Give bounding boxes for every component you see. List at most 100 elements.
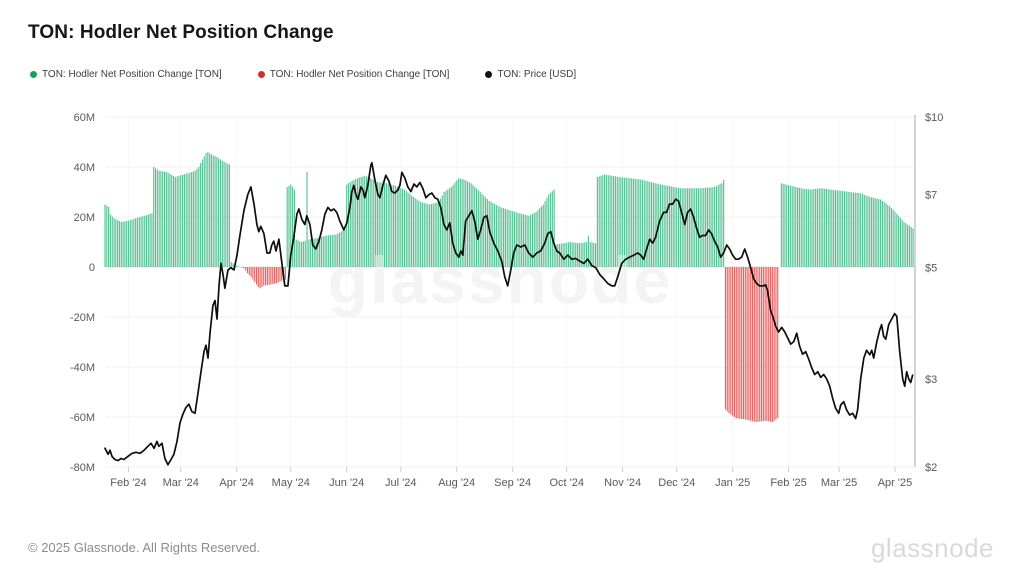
net-position-bar xyxy=(703,187,705,267)
net-position-bar xyxy=(580,242,582,267)
net-position-bar xyxy=(275,267,277,284)
net-position-bar xyxy=(708,187,710,267)
copyright-text: © 2025 Glassnode. All Rights Reserved. xyxy=(28,540,261,555)
net-position-bar xyxy=(724,267,727,410)
net-position-bar xyxy=(627,178,629,267)
legend-item-hodler-negative[interactable]: TON: Hodler Net Position Change [TON] xyxy=(257,69,449,80)
net-position-bar xyxy=(364,175,366,267)
net-position-bar xyxy=(692,188,694,267)
net-position-bar xyxy=(485,197,487,267)
net-position-bar xyxy=(798,187,800,267)
net-position-bar xyxy=(849,192,851,267)
net-position-bar xyxy=(732,267,734,416)
net-position-bar xyxy=(656,183,658,267)
net-position-bar xyxy=(602,175,604,268)
net-position-bar xyxy=(816,188,819,267)
net-position-bar xyxy=(793,186,795,267)
net-position-bar xyxy=(571,242,573,267)
net-position-bar xyxy=(824,188,826,267)
net-position-bar xyxy=(147,214,149,267)
net-position-bar xyxy=(733,267,736,417)
black-dot-icon xyxy=(485,71,493,78)
net-position-bar xyxy=(129,220,131,268)
net-position-bar xyxy=(766,267,768,422)
net-position-bar xyxy=(881,200,883,267)
net-position-bar xyxy=(194,170,196,267)
net-position-bar xyxy=(910,227,912,267)
net-position-bar xyxy=(486,199,488,267)
net-position-bar xyxy=(423,203,425,267)
net-position-bar xyxy=(726,267,728,412)
net-position-bar xyxy=(144,215,146,267)
net-position-bar xyxy=(281,267,283,281)
net-position-bar xyxy=(688,188,690,267)
x-tick-label: Mar '25 xyxy=(821,477,857,489)
net-position-bar xyxy=(396,186,398,267)
net-position-bar xyxy=(151,213,153,267)
net-position-bar xyxy=(391,184,393,267)
net-position-bar xyxy=(730,267,732,415)
net-position-bar xyxy=(863,194,865,267)
net-position-bar xyxy=(586,242,588,267)
net-position-bar xyxy=(346,184,348,267)
net-position-bar xyxy=(524,214,526,267)
y-left-tick-label: 0 xyxy=(89,262,95,274)
net-position-bar xyxy=(236,265,238,267)
net-position-bar xyxy=(414,198,416,267)
net-position-bar xyxy=(825,189,828,267)
net-position-bar xyxy=(288,185,290,267)
net-position-bar xyxy=(335,234,337,267)
net-position-bar xyxy=(198,167,200,267)
legend-item-price[interactable]: TON: Price [USD] xyxy=(485,69,576,80)
net-position-bar xyxy=(623,177,626,268)
net-position-bar xyxy=(566,242,568,268)
net-position-bar xyxy=(528,215,530,267)
net-position-bar xyxy=(459,178,461,267)
net-position-bar xyxy=(326,235,328,267)
net-position-bar xyxy=(376,182,378,267)
net-position-bar xyxy=(472,185,474,267)
net-position-bar xyxy=(546,197,548,267)
net-position-bar xyxy=(903,222,905,267)
net-position-bar xyxy=(106,205,108,267)
net-position-bar xyxy=(551,191,553,267)
net-position-bar xyxy=(162,171,164,268)
net-position-bar xyxy=(598,176,600,268)
x-tick-label: Sep '24 xyxy=(494,477,531,489)
net-position-bar xyxy=(167,173,169,267)
net-position-bar xyxy=(432,203,434,267)
net-position-bar xyxy=(593,242,595,267)
y-left-tick-label: 60M xyxy=(74,112,95,124)
net-position-bar xyxy=(865,195,867,267)
net-position-bar xyxy=(108,207,110,267)
net-position-bar xyxy=(212,155,214,267)
net-position-bar xyxy=(542,204,544,267)
net-position-bar xyxy=(284,267,286,280)
net-position-bar xyxy=(117,220,119,268)
net-position-bar xyxy=(661,184,663,267)
net-position-bar xyxy=(811,189,813,267)
net-position-bar xyxy=(544,201,546,267)
net-position-bar xyxy=(706,187,708,268)
net-position-bar xyxy=(634,178,636,268)
net-position-bar xyxy=(131,219,133,267)
net-position-bar xyxy=(297,240,299,267)
net-position-bar xyxy=(409,194,411,267)
net-position-bar xyxy=(273,267,276,284)
legend-item-hodler-positive[interactable]: TON: Hodler Net Position Change [TON] xyxy=(30,69,222,80)
net-position-bar xyxy=(142,216,144,267)
net-position-bar xyxy=(506,209,508,267)
net-position-bar xyxy=(454,182,456,268)
x-tick-label: Dec '24 xyxy=(658,477,695,489)
net-position-bar xyxy=(427,204,429,267)
net-position-bar xyxy=(466,181,469,268)
net-position-bar xyxy=(595,243,597,267)
net-position-bar xyxy=(328,235,330,267)
net-position-bar xyxy=(118,221,121,267)
net-position-bar xyxy=(272,267,274,285)
net-position-bar xyxy=(899,217,901,267)
net-position-bar xyxy=(876,198,878,267)
net-position-bar xyxy=(320,236,323,267)
net-position-bar xyxy=(411,195,413,267)
